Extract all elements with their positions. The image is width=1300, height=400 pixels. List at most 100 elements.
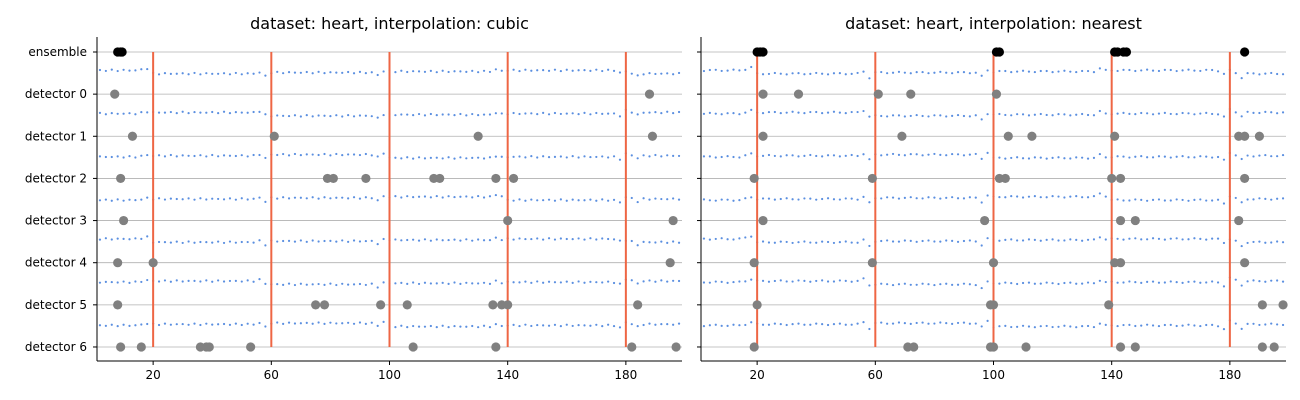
signal-point xyxy=(1140,111,1143,115)
signal-point xyxy=(1081,112,1084,116)
signal-point xyxy=(1199,281,1202,284)
signal-point xyxy=(738,199,741,202)
signal-point xyxy=(134,69,137,72)
signal-point xyxy=(726,324,729,327)
detection-point-detector-2 xyxy=(491,173,501,184)
signal-point xyxy=(559,237,562,240)
signal-point xyxy=(915,321,918,325)
signal-point xyxy=(234,322,237,325)
signal-point xyxy=(1004,157,1007,160)
signal-point xyxy=(157,240,161,244)
signal-point xyxy=(927,239,930,242)
signal-point xyxy=(968,196,971,199)
signal-point xyxy=(565,112,568,115)
detection-point-detector-6 xyxy=(491,342,501,352)
signal-point xyxy=(886,322,889,325)
signal-point xyxy=(382,152,385,155)
signal-point xyxy=(803,112,806,115)
signal-point xyxy=(1246,71,1249,75)
signal-point xyxy=(276,197,279,200)
signal-point xyxy=(146,67,149,71)
signal-point xyxy=(1169,112,1172,116)
signal-point xyxy=(714,68,717,71)
signal-point xyxy=(1211,112,1214,116)
signal-point xyxy=(974,196,977,199)
signal-point xyxy=(1086,69,1090,73)
signal-point xyxy=(317,282,320,286)
signal-point xyxy=(287,154,291,157)
signal-point xyxy=(175,155,178,158)
signal-point xyxy=(1169,280,1172,283)
signal-point xyxy=(708,238,711,241)
signal-point xyxy=(1086,157,1090,160)
signal-point xyxy=(726,281,729,284)
signal-point xyxy=(323,152,326,156)
signal-point xyxy=(276,282,279,286)
signal-point xyxy=(726,198,729,201)
signal-point xyxy=(1004,324,1007,328)
signal-point xyxy=(317,240,320,243)
signal-point xyxy=(394,326,397,329)
signal-point xyxy=(1128,323,1131,326)
signal-point xyxy=(276,240,279,243)
signal-point xyxy=(222,72,226,75)
signal-point xyxy=(601,112,604,115)
signal-point xyxy=(205,198,208,201)
signal-point xyxy=(1211,323,1214,326)
signal-point xyxy=(968,153,971,156)
signal-point xyxy=(1128,68,1131,72)
signal-point xyxy=(1004,238,1007,241)
detection-point-detector-3 xyxy=(1130,215,1140,226)
signal-point xyxy=(577,199,580,202)
signal-point xyxy=(986,280,989,283)
signal-point xyxy=(1021,196,1025,199)
signal-point xyxy=(1057,239,1060,242)
signal-point xyxy=(394,71,397,74)
signal-point xyxy=(862,153,865,156)
signal-point xyxy=(732,238,735,241)
signal-point xyxy=(542,111,545,114)
signal-point xyxy=(1264,110,1267,113)
signal-point xyxy=(785,73,788,76)
signal-point xyxy=(612,238,616,241)
signal-point xyxy=(122,199,125,202)
signal-point xyxy=(1027,157,1031,160)
signal-point xyxy=(169,323,172,326)
detection-point-detector-6 xyxy=(116,342,126,352)
signal-point xyxy=(423,195,427,198)
signal-point xyxy=(1004,196,1007,199)
signal-point xyxy=(767,153,771,157)
detection-point-detector-1 xyxy=(647,131,658,141)
signal-point xyxy=(1199,324,1202,328)
signal-point xyxy=(258,196,261,199)
signal-point xyxy=(1258,73,1261,76)
signal-point xyxy=(702,198,706,201)
signal-point xyxy=(945,282,948,285)
detection-point-detector-6 xyxy=(1021,342,1031,352)
signal-point xyxy=(417,239,421,242)
signal-point xyxy=(1069,238,1072,241)
signal-point xyxy=(441,69,444,72)
signal-point xyxy=(1240,244,1243,248)
signal-point xyxy=(1027,114,1031,117)
signal-point xyxy=(708,68,711,72)
signal-point xyxy=(732,280,735,284)
detection-point-ensemble xyxy=(1121,47,1132,57)
signal-point xyxy=(660,240,663,243)
signal-point xyxy=(246,240,249,244)
signal-point xyxy=(146,235,149,238)
signal-point xyxy=(364,239,367,243)
signal-point xyxy=(536,69,539,72)
x-tick-label: 100 xyxy=(378,368,401,382)
x-tick-label: 60 xyxy=(264,368,279,382)
signal-trace-3 xyxy=(702,151,1285,161)
signal-point xyxy=(654,241,657,244)
signal-point xyxy=(677,110,681,114)
detection-point-detector-5 xyxy=(1257,300,1267,310)
signal-point xyxy=(565,199,568,202)
signal-point xyxy=(571,238,574,241)
signal-point xyxy=(945,322,948,325)
signal-point xyxy=(891,71,895,74)
signal-point xyxy=(1140,324,1143,327)
signal-point xyxy=(110,111,113,115)
